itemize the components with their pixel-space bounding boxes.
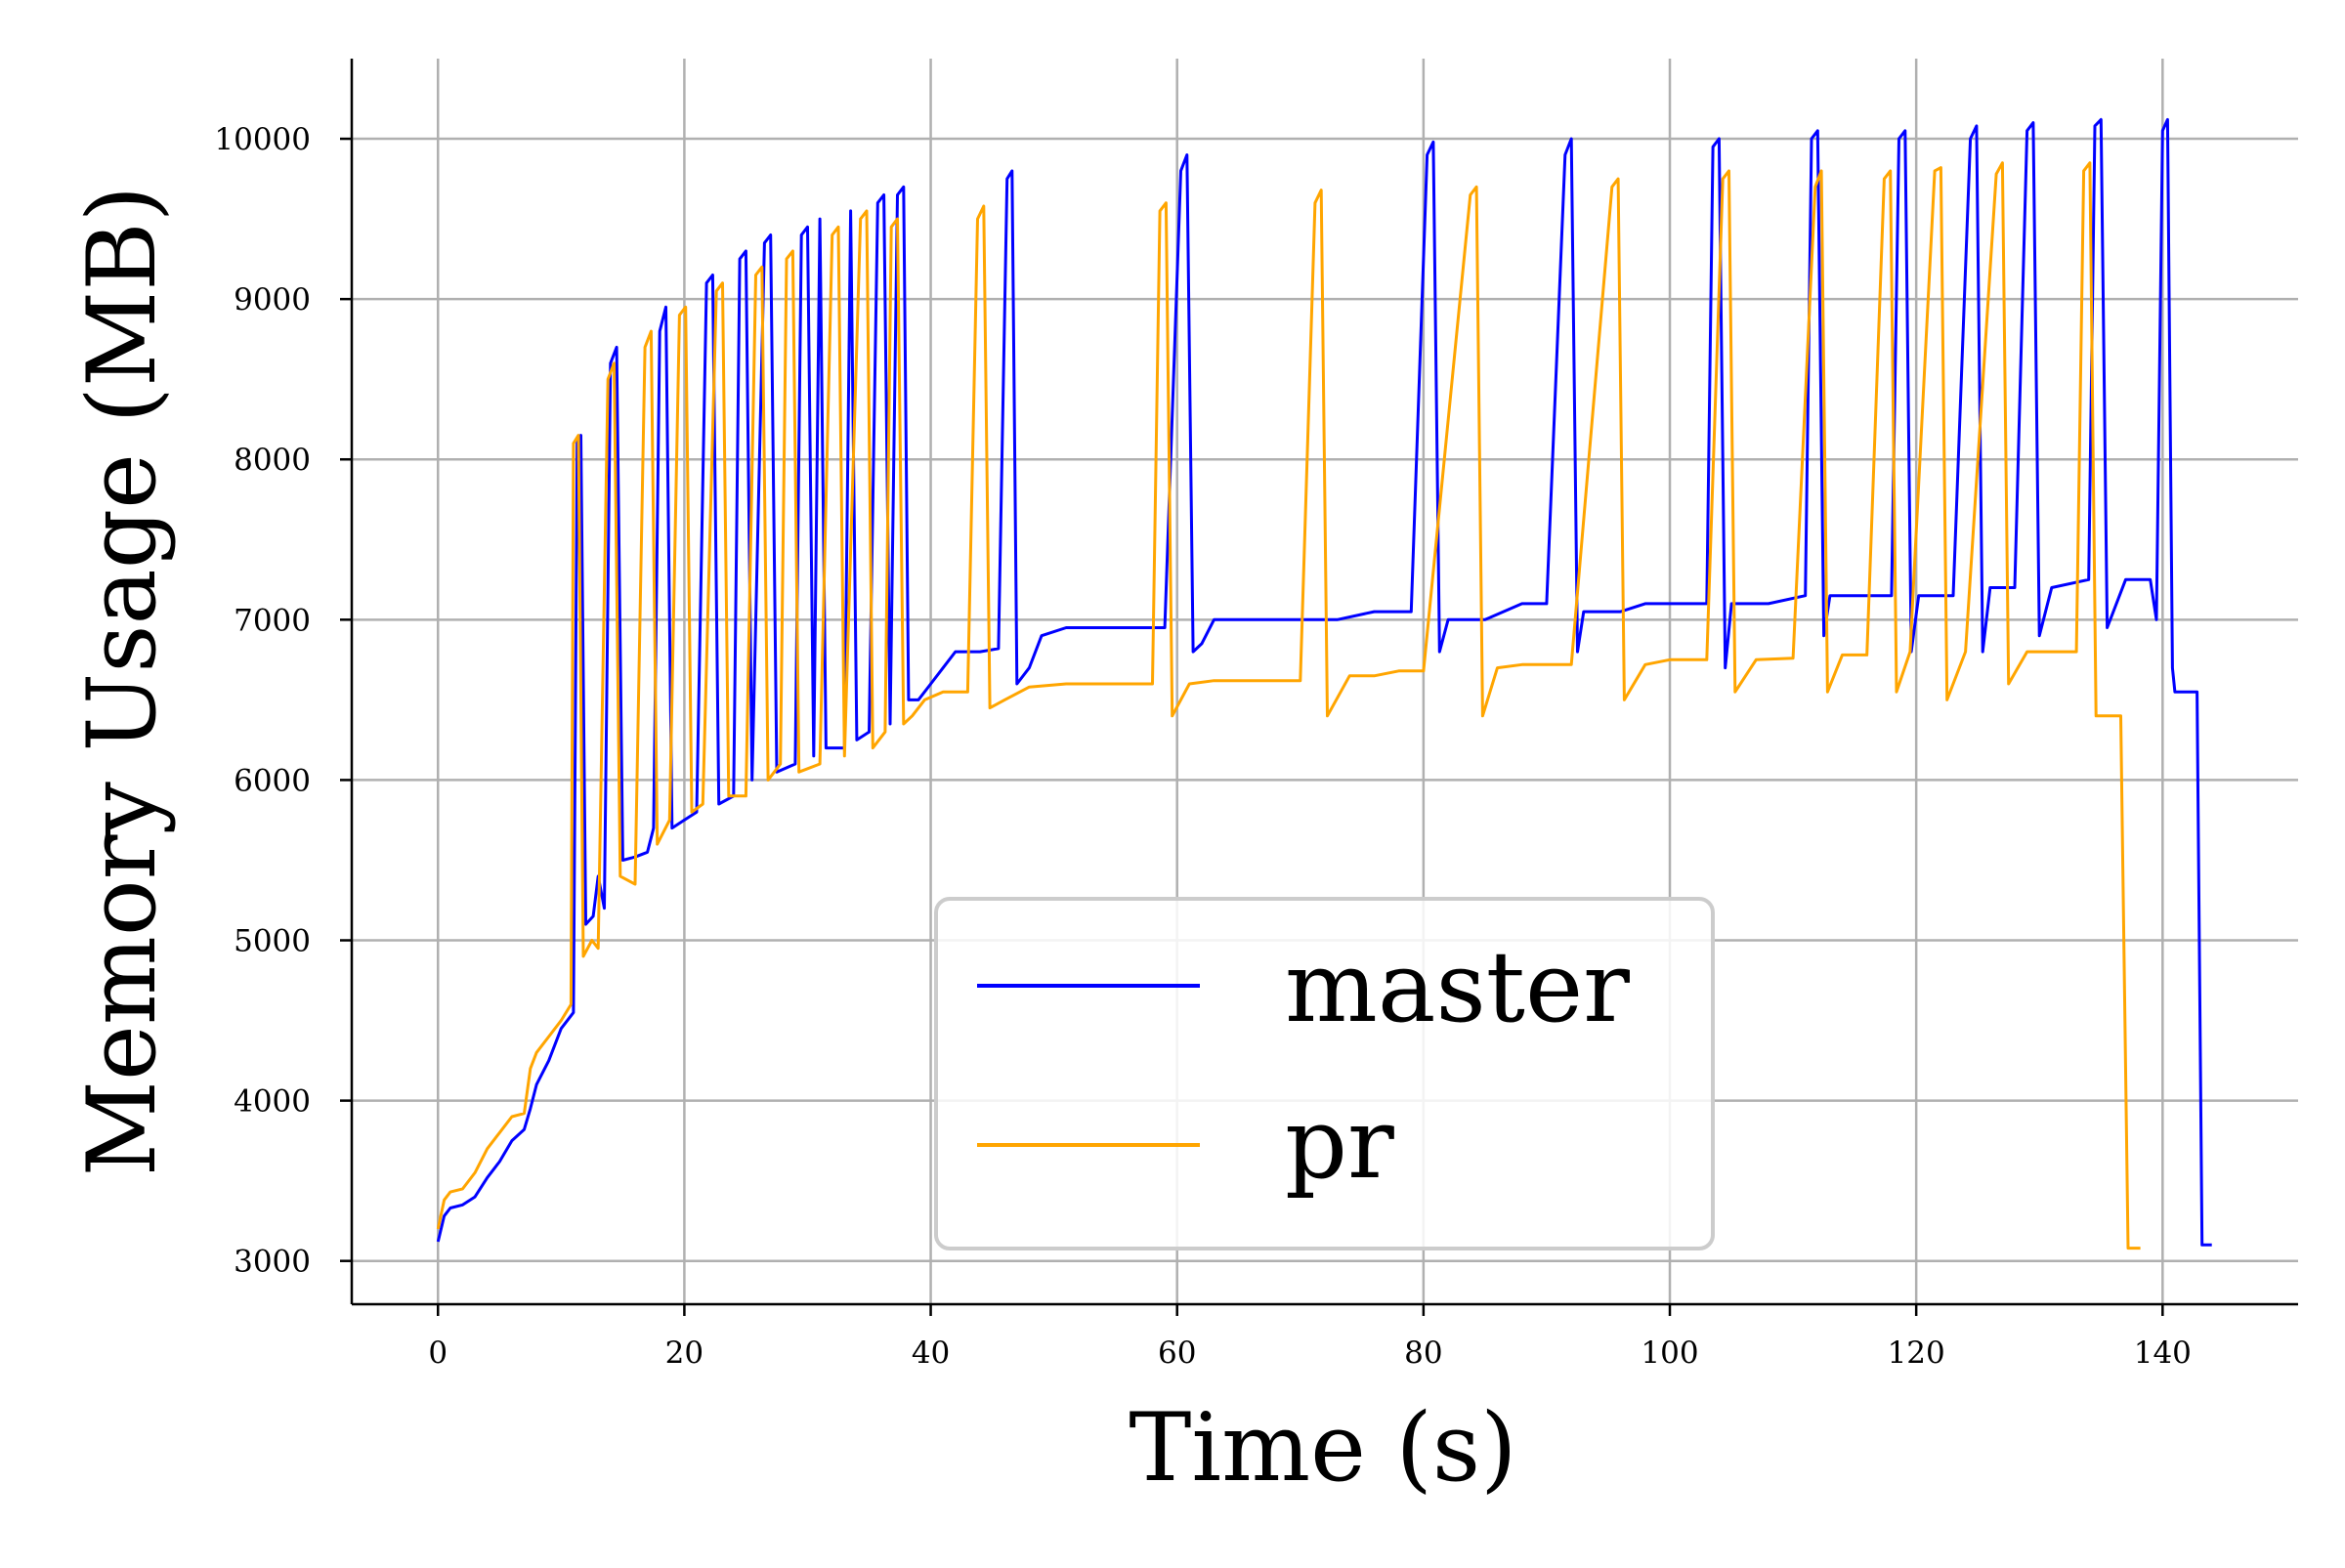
x-tick-label: 60 bbox=[1158, 1335, 1196, 1371]
x-axis-label: Time (s) bbox=[1129, 1393, 1516, 1503]
y-axis-label: Memory Usage (MB) bbox=[67, 186, 177, 1177]
series-line-master bbox=[436, 117, 2212, 1247]
x-tick-label: 20 bbox=[665, 1335, 704, 1371]
y-tick-label: 5000 bbox=[234, 924, 311, 959]
y-tick-label: 4000 bbox=[234, 1084, 311, 1120]
x-tick-label: 120 bbox=[1888, 1335, 1945, 1371]
tick-labels: 0 20 40 60 80 100 120 140 3000 4000 5000 6000 7000 80… bbox=[214, 122, 2192, 1371]
y-tick-label: 10000 bbox=[214, 122, 311, 157]
y-tick-label: 9000 bbox=[234, 282, 311, 318]
legend-label-master: master bbox=[1285, 930, 1630, 1044]
legend: master pr bbox=[934, 897, 1715, 1250]
axes bbox=[350, 59, 2298, 1306]
series-line-pr bbox=[436, 161, 2141, 1250]
x-tick-label: 0 bbox=[428, 1335, 448, 1371]
x-tick-label: 140 bbox=[2134, 1335, 2192, 1371]
series-lines bbox=[436, 117, 2212, 1250]
y-tick-label: 8000 bbox=[234, 443, 311, 478]
x-tick-label: 80 bbox=[1404, 1335, 1442, 1371]
legend-label-pr: pr bbox=[1285, 1086, 1394, 1201]
y-tick-label: 6000 bbox=[234, 763, 311, 798]
y-tick-label: 7000 bbox=[234, 603, 311, 638]
y-tick-label: 3000 bbox=[234, 1245, 311, 1280]
x-tick-label: 40 bbox=[912, 1335, 950, 1371]
x-tick-label: 100 bbox=[1641, 1335, 1698, 1371]
